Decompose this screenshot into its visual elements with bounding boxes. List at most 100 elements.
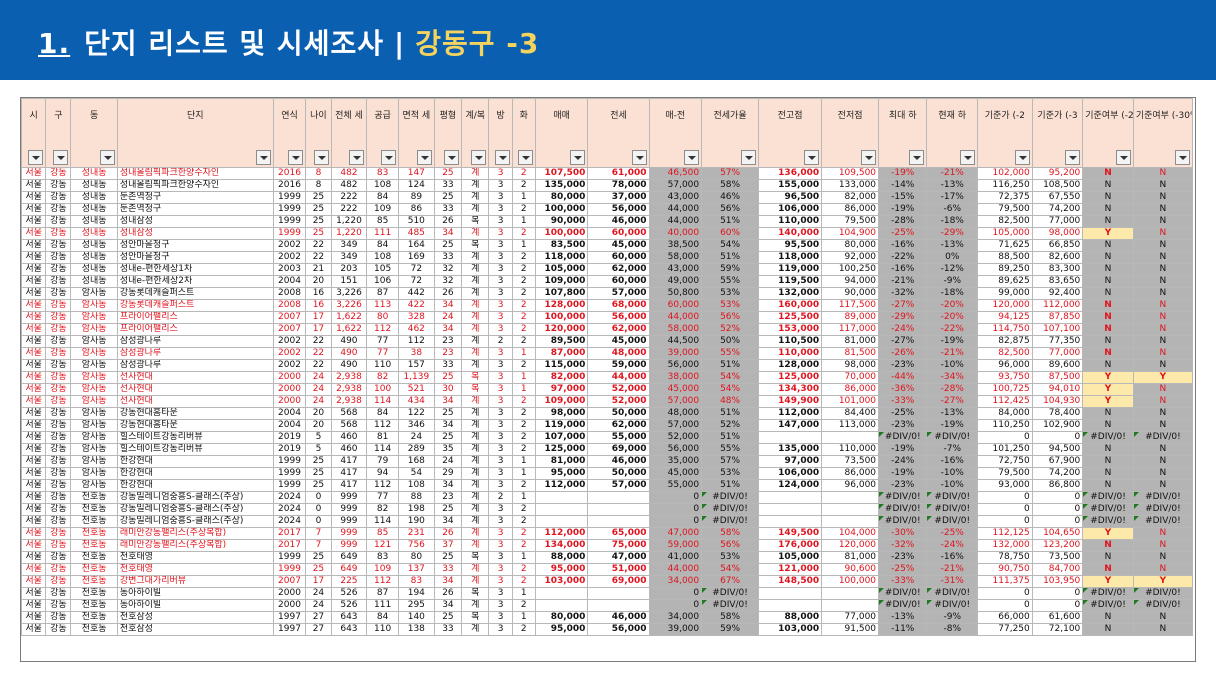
- filter-dropdown-icon[interactable]: [570, 150, 586, 165]
- cell-flag2[interactable]: #DIV/0!: [1132, 515, 1194, 528]
- cell-peakj[interactable]: 84,400: [821, 407, 880, 420]
- cell-si[interactable]: 서울: [21, 215, 47, 228]
- cell-maxdrop[interactable]: #DIV/0!: [878, 587, 928, 600]
- cell-year[interactable]: 2004: [272, 419, 307, 432]
- cell-danji[interactable]: 삼성광나루: [116, 359, 274, 372]
- cell-dong[interactable]: 암사동: [70, 299, 118, 312]
- cell-rooms[interactable]: 3: [488, 227, 513, 240]
- cell-base1[interactable]: 72,750: [977, 455, 1033, 468]
- cell-peakj[interactable]: 133,000: [821, 179, 880, 192]
- cell-jeonse[interactable]: 69,000: [587, 443, 650, 456]
- cell-total[interactable]: 222: [330, 191, 368, 204]
- cell-total[interactable]: 1,622: [330, 311, 368, 324]
- cell-peakj[interactable]: [821, 431, 880, 444]
- cell-base1[interactable]: 132,000: [977, 539, 1033, 552]
- cell-year[interactable]: 1999: [272, 455, 307, 468]
- cell-maxdrop[interactable]: -32%: [878, 287, 928, 300]
- cell-sale[interactable]: 88,000: [534, 551, 589, 564]
- cell-gap[interactable]: 59,000: [648, 539, 703, 552]
- cell-year[interactable]: 2000: [272, 599, 307, 612]
- cell-peakj[interactable]: 110,000: [821, 443, 880, 456]
- cell-age[interactable]: 24: [305, 383, 332, 396]
- filter-dropdown-icon[interactable]: [741, 150, 756, 165]
- cell-type[interactable]: 계: [461, 227, 490, 240]
- cell-area[interactable]: 112: [397, 335, 435, 348]
- cell-peak[interactable]: 136,000: [757, 167, 823, 180]
- cell-supply[interactable]: 85: [366, 527, 399, 540]
- cell-supply[interactable]: 114: [366, 515, 399, 528]
- cell-si[interactable]: 서울: [21, 611, 47, 624]
- cell-supply[interactable]: 105: [366, 263, 399, 276]
- cell-ratio[interactable]: 55%: [701, 443, 759, 456]
- cell-jeonse[interactable]: 45,000: [587, 239, 650, 252]
- cell-rooms[interactable]: 3: [488, 263, 513, 276]
- cell-ratio[interactable]: 51%: [701, 251, 759, 264]
- cell-baths[interactable]: 2: [511, 179, 536, 192]
- cell-total[interactable]: 649: [330, 551, 368, 564]
- cell-gu[interactable]: 강동: [45, 431, 72, 444]
- cell-base2[interactable]: 94,010: [1031, 383, 1084, 396]
- cell-age[interactable]: 7: [305, 527, 332, 540]
- cell-flag2[interactable]: N: [1132, 299, 1194, 312]
- cell-base1[interactable]: 77,250: [977, 623, 1033, 636]
- cell-jeonse[interactable]: [587, 587, 650, 600]
- cell-sale[interactable]: 100,000: [534, 227, 589, 240]
- cell-pyeong[interactable]: 34: [433, 419, 463, 432]
- cell-maxdrop[interactable]: -19%: [878, 167, 928, 180]
- cell-sale[interactable]: 125,000: [534, 443, 589, 456]
- cell-gap[interactable]: 48,000: [648, 407, 703, 420]
- cell-rooms[interactable]: 3: [488, 539, 513, 552]
- cell-jeonse[interactable]: 78,000: [587, 179, 650, 192]
- cell-flag2[interactable]: N: [1132, 443, 1194, 456]
- cell-supply[interactable]: 84: [366, 611, 399, 624]
- cell-supply[interactable]: 111: [366, 227, 399, 240]
- cell-sale[interactable]: 81,000: [534, 455, 589, 468]
- cell-peak[interactable]: 119,500: [757, 275, 823, 288]
- cell-rooms[interactable]: 3: [488, 167, 513, 180]
- cell-ratio[interactable]: 54%: [701, 371, 759, 384]
- cell-pyeong[interactable]: 34: [433, 479, 463, 492]
- cell-maxdrop[interactable]: -14%: [878, 179, 928, 192]
- cell-gap[interactable]: 47,000: [648, 527, 703, 540]
- cell-base2[interactable]: 103,950: [1031, 575, 1084, 588]
- cell-maxdrop[interactable]: -16%: [878, 239, 928, 252]
- cell-gu[interactable]: 강동: [45, 335, 72, 348]
- cell-supply[interactable]: 112: [366, 575, 399, 588]
- cell-flag2[interactable]: N: [1132, 179, 1194, 192]
- cell-peak[interactable]: [757, 503, 823, 516]
- cell-gap[interactable]: 44,000: [648, 215, 703, 228]
- cell-danji[interactable]: 성내삼성: [116, 227, 274, 240]
- cell-maxdrop[interactable]: -30%: [878, 527, 928, 540]
- cell-age[interactable]: 24: [305, 587, 332, 600]
- cell-base2[interactable]: 0: [1031, 515, 1084, 528]
- cell-baths[interactable]: 2: [511, 299, 536, 312]
- cell-curdrop[interactable]: -34%: [926, 371, 978, 384]
- cell-baths[interactable]: 1: [511, 371, 536, 384]
- cell-total[interactable]: 225: [330, 575, 368, 588]
- cell-danji[interactable]: 강동롯데캐슬퍼스트: [116, 299, 274, 312]
- cell-pyeong[interactable]: 33: [433, 359, 463, 372]
- cell-maxdrop[interactable]: -24%: [878, 455, 928, 468]
- cell-age[interactable]: 25: [305, 455, 332, 468]
- cell-pyeong[interactable]: 25: [433, 503, 463, 516]
- cell-maxdrop[interactable]: -44%: [878, 371, 928, 384]
- cell-rooms[interactable]: 3: [488, 203, 513, 216]
- cell-danji[interactable]: 선사현대: [116, 371, 274, 384]
- cell-rooms[interactable]: 3: [488, 575, 513, 588]
- cell-sale[interactable]: 100,000: [534, 203, 589, 216]
- cell-baths[interactable]: 2: [511, 227, 536, 240]
- cell-curdrop[interactable]: -13%: [926, 179, 978, 192]
- cell-area[interactable]: 198: [397, 503, 435, 516]
- cell-peak[interactable]: 112,000: [757, 407, 823, 420]
- cell-supply[interactable]: 110: [366, 359, 399, 372]
- cell-si[interactable]: 서울: [21, 311, 47, 324]
- cell-age[interactable]: 0: [305, 491, 332, 504]
- cell-pyeong[interactable]: 24: [433, 455, 463, 468]
- cell-curdrop[interactable]: -6%: [926, 203, 978, 216]
- cell-danji[interactable]: 강동밀레니엄중흥S-클래스(주상): [116, 503, 274, 516]
- cell-area[interactable]: 521: [397, 383, 435, 396]
- cell-si[interactable]: 서울: [21, 407, 47, 420]
- cell-age[interactable]: 20: [305, 407, 332, 420]
- cell-ratio[interactable]: #DIV/0!: [701, 599, 759, 612]
- cell-flag2[interactable]: N: [1132, 251, 1194, 264]
